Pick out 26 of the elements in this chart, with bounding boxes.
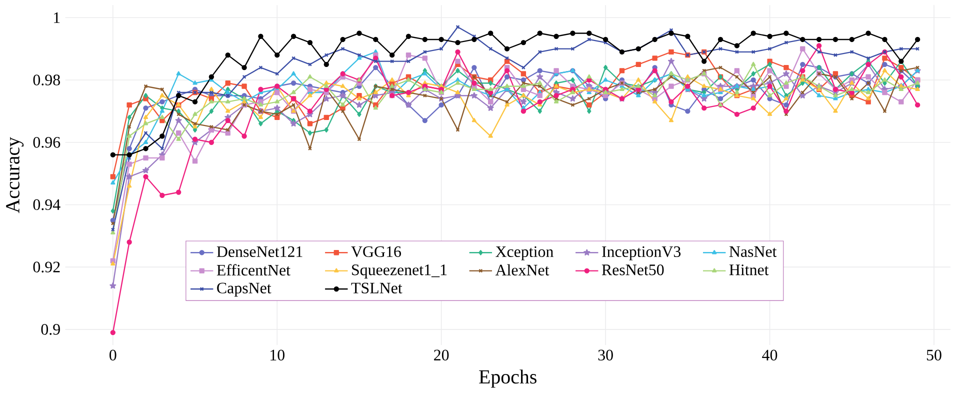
y-tick-label: 0.96 xyxy=(33,136,60,148)
x-tick-label: 20 xyxy=(434,350,449,360)
y-tick-label: 0.92 xyxy=(33,262,60,272)
legend-label: ResNet50 xyxy=(602,264,664,276)
y-tick-label: 0.94 xyxy=(33,199,60,210)
y-tick-label: 0.98 xyxy=(33,74,60,86)
legend-label: AlexNet xyxy=(495,264,550,276)
legend-label: Hitnet xyxy=(729,264,769,276)
legend-label: NasNet xyxy=(729,246,777,257)
legend-label: CapsNet xyxy=(217,282,272,297)
legend-label: EfficentNet xyxy=(216,264,290,276)
x-tick-label: 0 xyxy=(110,350,116,360)
y-tick-label: 1 xyxy=(54,12,60,23)
legend-label: DenseNet121 xyxy=(216,246,302,258)
x-axis-title: Epochs xyxy=(479,370,536,388)
legend-label: VGG16 xyxy=(351,246,401,258)
legend-label: TSLNet xyxy=(351,282,402,294)
x-tick-label: 50 xyxy=(926,350,942,360)
legend-label: InceptionV3 xyxy=(602,246,681,260)
x-tick-label: 30 xyxy=(598,350,613,360)
y-axis-title: Accuracy xyxy=(6,137,24,214)
x-tick-label: 10 xyxy=(270,350,284,360)
x-tick-label: 40 xyxy=(762,350,778,360)
legend-label: Xception xyxy=(496,246,554,260)
legend-label: Squeezenet1_1 xyxy=(352,264,447,278)
y-tick-label: 0.9 xyxy=(41,324,60,335)
